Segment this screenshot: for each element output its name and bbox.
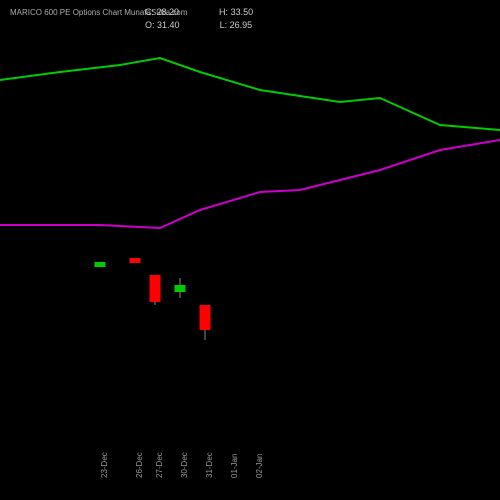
x-tick-label: 27-Dec <box>155 452 164 478</box>
candle-body <box>200 305 211 330</box>
indicator-line <box>0 58 500 130</box>
x-tick-label: 26-Dec <box>135 452 144 478</box>
candle-body <box>95 262 106 267</box>
close-value: C: 28.20 <box>145 6 179 19</box>
x-tick-label: 31-Dec <box>205 452 214 478</box>
candle-body <box>150 275 161 302</box>
x-tick-label: 01-Jan <box>230 454 239 478</box>
indicator-line <box>0 140 500 228</box>
x-tick-label: 02-Jan <box>255 454 264 478</box>
candle-body <box>130 258 141 263</box>
high-value: H: 33.50 <box>219 6 253 19</box>
ohlc-readout: C: 28.20 H: 33.50 O: 31.40 L: 26.95 <box>145 6 253 31</box>
x-axis-labels: 23-Dec 26-Dec 27-Dec 30-Dec 31-Dec 01-Jan 02-J… <box>0 438 500 488</box>
candle-body <box>175 285 186 292</box>
price-chart <box>0 30 500 450</box>
x-tick-label: 23-Dec <box>100 452 109 478</box>
chart-svg <box>0 30 500 450</box>
x-tick-label: 30-Dec <box>180 452 189 478</box>
